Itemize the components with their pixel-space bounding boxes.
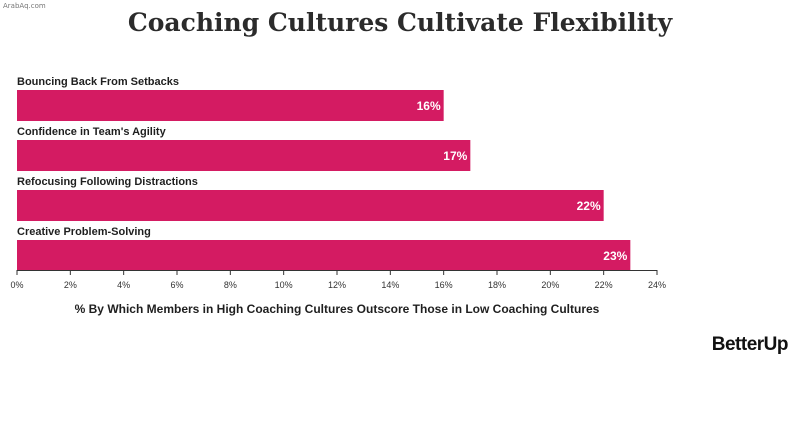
- category-label: Bouncing Back From Setbacks: [17, 76, 179, 88]
- bar: [17, 240, 631, 271]
- x-tick-label: 16%: [435, 280, 453, 290]
- data-label: 17%: [443, 149, 467, 163]
- x-tick-label: 22%: [595, 280, 613, 290]
- x-tick-label: 2%: [64, 280, 77, 290]
- bar: [17, 90, 444, 121]
- bar: [17, 190, 604, 221]
- x-axis-label: % By Which Members in High Coaching Cult…: [74, 302, 600, 316]
- x-tick-label: 8%: [224, 280, 237, 290]
- category-label: Refocusing Following Distractions: [17, 176, 198, 188]
- x-tick-label: 20%: [541, 280, 559, 290]
- data-label: 22%: [577, 199, 601, 213]
- x-tick-label: 24%: [648, 280, 666, 290]
- x-tick-label: 6%: [170, 280, 183, 290]
- watermark: ArabAq.com: [3, 2, 46, 10]
- bar-chart: Bouncing Back From Setbacks 16% Confidence…: [10, 76, 666, 290]
- category-label: Confidence in Team's Agility: [17, 126, 167, 138]
- data-label: 16%: [417, 99, 441, 113]
- x-tick-label: 18%: [488, 280, 506, 290]
- chart-title: Coaching Cultures Cultivate Flexibility: [127, 8, 673, 37]
- betterup-logo: BetterUp: [711, 334, 789, 355]
- x-tick-label: 12%: [328, 280, 346, 290]
- x-tick-label: 0%: [10, 280, 23, 290]
- bar: [17, 140, 471, 171]
- x-tick-label: 4%: [117, 280, 130, 290]
- x-tick-label: 14%: [381, 280, 399, 290]
- data-label: 23%: [603, 249, 627, 263]
- category-label: Creative Problem-Solving: [17, 226, 151, 238]
- x-tick-label: 10%: [275, 280, 293, 290]
